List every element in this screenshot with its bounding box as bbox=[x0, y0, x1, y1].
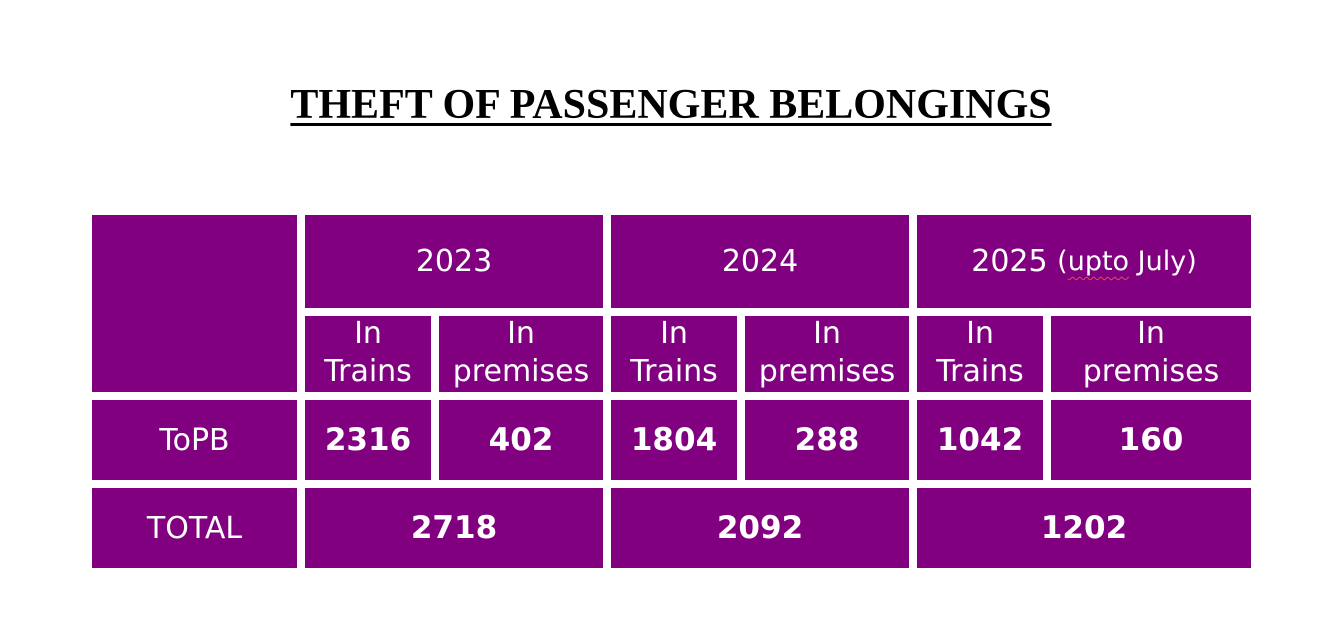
value-2024-in-premises: 288 bbox=[745, 400, 909, 480]
row-label-total: TOTAL bbox=[92, 488, 297, 568]
subheader-2025-in-premises: In premises bbox=[1051, 316, 1251, 392]
subheader-2024-in-trains: In Trains bbox=[611, 316, 737, 392]
subheader-2023-in-premises: In premises bbox=[439, 316, 603, 392]
subheader-2023-in-trains: In Trains bbox=[305, 316, 431, 392]
total-2025: 1202 bbox=[917, 488, 1251, 568]
year-header-2025: 2025 (upto July) bbox=[917, 215, 1251, 308]
value-2024-in-trains: 1804 bbox=[611, 400, 737, 480]
total-2023: 2718 bbox=[305, 488, 603, 568]
value-2023-in-trains: 2316 bbox=[305, 400, 431, 480]
subheader-2024-in-premises: In premises bbox=[745, 316, 909, 392]
page-title: THEFT OF PASSENGER BELONGINGS bbox=[290, 82, 1052, 128]
year-header-2023: 2023 bbox=[305, 215, 603, 308]
upto-word: upto bbox=[1067, 246, 1130, 277]
value-2025-in-trains: 1042 bbox=[917, 400, 1043, 480]
subheader-2025-in-trains: In Trains bbox=[917, 316, 1043, 392]
year-label: 2023 bbox=[415, 244, 493, 279]
value-2023-in-premises: 402 bbox=[439, 400, 603, 480]
year-label: 2025 bbox=[971, 244, 1048, 279]
corner-cell bbox=[92, 215, 297, 392]
total-2024: 2092 bbox=[611, 488, 909, 568]
year-header-2024: 2024 bbox=[611, 215, 909, 308]
row-label-topb: ToPB bbox=[92, 400, 297, 480]
value-2025-in-premises: 160 bbox=[1051, 400, 1251, 480]
year-suffix: (upto July) bbox=[1057, 246, 1197, 277]
year-label: 2024 bbox=[721, 244, 799, 279]
